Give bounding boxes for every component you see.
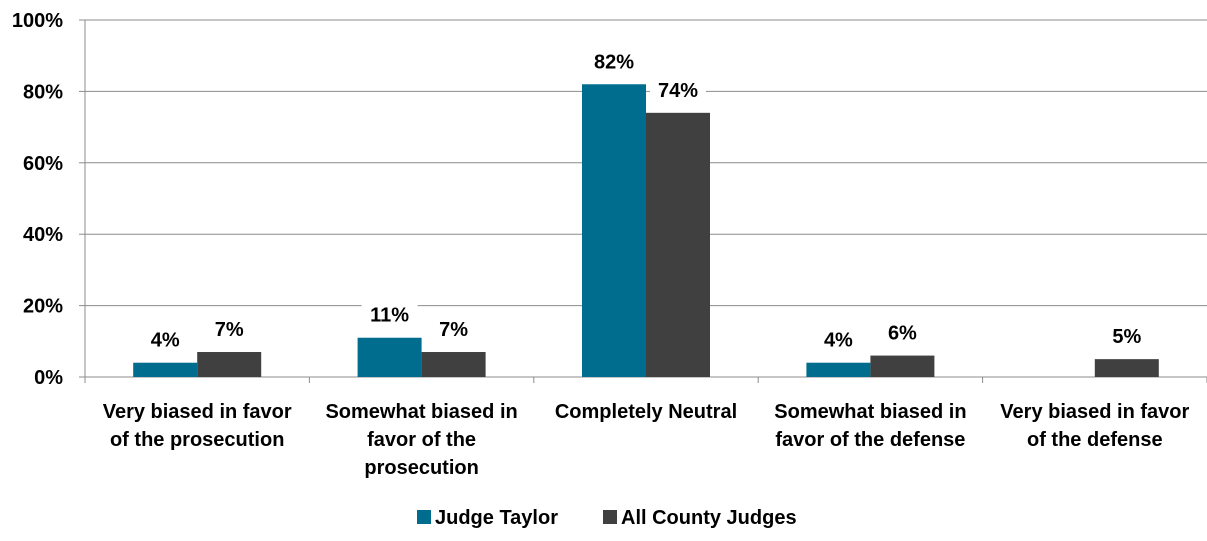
data-label-background	[1098, 323, 1155, 350]
bar-all-county-judges	[197, 352, 262, 377]
legend-swatch	[417, 510, 431, 524]
bar-judge-taylor	[582, 84, 646, 377]
y-tick-label: 20%	[23, 296, 63, 318]
y-tick-label: 60%	[23, 153, 63, 175]
data-label-background	[650, 76, 706, 103]
legend-label: Judge Taylor	[435, 507, 558, 529]
data-label: 6%	[888, 323, 917, 345]
y-tick-label: 0%	[34, 367, 63, 389]
data-label: 5%	[1112, 326, 1141, 348]
data-label-background	[361, 301, 418, 328]
data-label-background	[810, 326, 867, 353]
data-label: 4%	[824, 330, 853, 352]
y-tick-label: 100%	[12, 10, 63, 32]
category-label: Somewhat biased in	[774, 401, 966, 423]
data-label: 7%	[439, 319, 468, 341]
legend-label: All County Judges	[621, 507, 797, 529]
data-label-background	[201, 316, 258, 343]
legend: Judge Taylor All County Judges	[417, 507, 797, 529]
data-label-background	[586, 48, 642, 75]
data-label: 11%	[370, 305, 409, 327]
category-label: favor of the defense	[775, 429, 965, 451]
legend-swatch	[603, 510, 617, 524]
category-label: Very biased in favor	[103, 401, 292, 423]
data-label-background	[137, 326, 194, 353]
bar-all-county-judges	[870, 355, 935, 377]
bar-all-county-judges	[646, 112, 710, 377]
y-tick-label: 40%	[23, 224, 63, 246]
bars	[133, 84, 1159, 377]
category-label: Very biased in favor	[1000, 401, 1189, 423]
bar-judge-taylor	[806, 362, 871, 377]
data-label: 82%	[594, 51, 634, 73]
data-label-background	[874, 319, 931, 346]
category-label: of the defense	[1027, 429, 1163, 451]
data-labels: 4% 7% 11% 7% 82% 74% 4% 6% 5%	[137, 48, 1155, 353]
category-label: Somewhat biased in	[325, 401, 517, 423]
bar-all-county-judges	[421, 352, 486, 377]
category-label: Completely Neutral	[555, 401, 737, 423]
data-label: 4%	[151, 330, 180, 352]
data-label: 74%	[658, 80, 698, 102]
category-label: prosecution	[364, 457, 478, 479]
bar-all-county-judges	[1094, 359, 1159, 377]
bar-judge-taylor	[133, 362, 198, 377]
axes: 0% 20% 40% 60% 80% 100%	[12, 10, 1207, 389]
category-label: favor of the	[367, 429, 476, 451]
category-labels: Very biased in favor of the prosecution So…	[103, 401, 1190, 479]
bar-judge-taylor	[357, 337, 422, 377]
data-label-background	[425, 316, 482, 343]
data-label: 7%	[215, 319, 244, 341]
y-tick-label: 80%	[23, 81, 63, 103]
category-label: of the prosecution	[110, 429, 284, 451]
